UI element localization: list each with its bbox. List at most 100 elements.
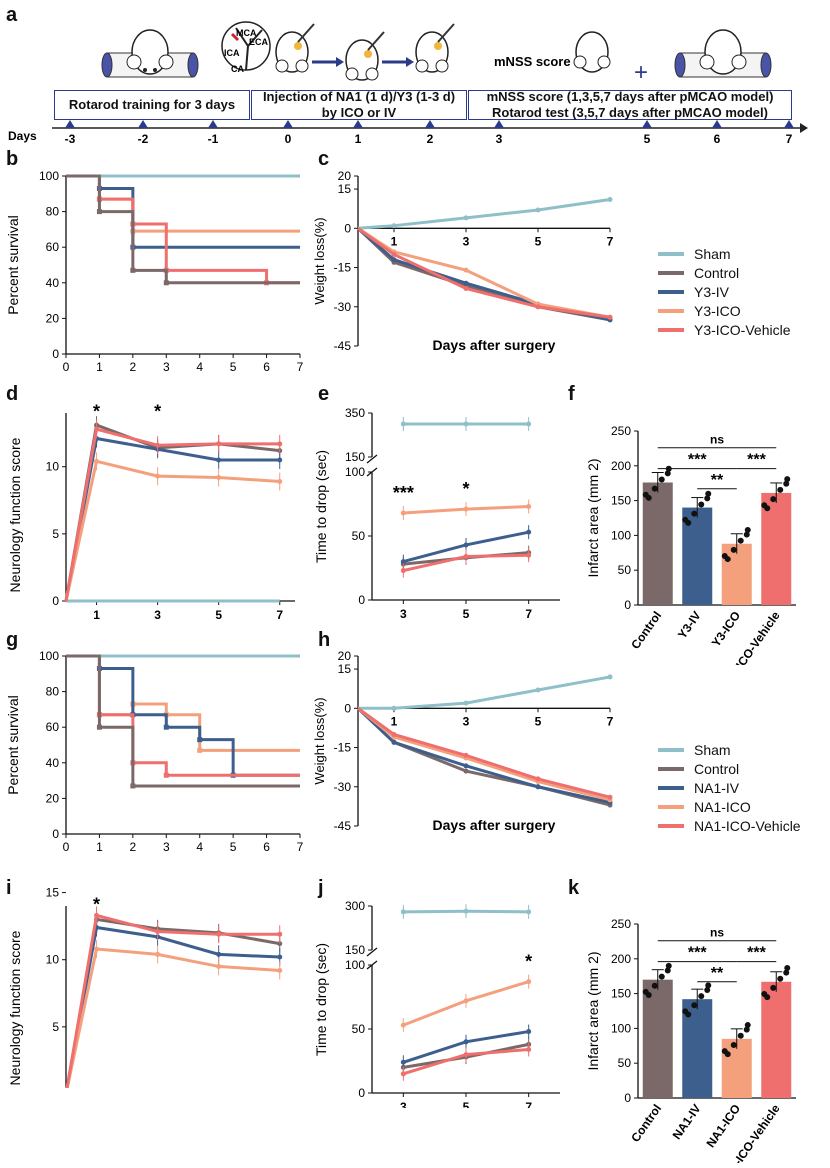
- y-tick-label: 100: [611, 528, 631, 542]
- score-line-na1-ico: [65, 947, 280, 1088]
- survival-chart-y3: 0 1 2 3 4 5 6 7 0 20 40 60 80 100 Percent survival: [5, 169, 304, 374]
- y-tick-label: -45: [334, 339, 352, 353]
- data-dot: [685, 1011, 692, 1018]
- assessment-box: mNSS score (1,3,5,7 days after pMCAO mod…: [468, 89, 792, 120]
- x-tick-label: 1: [391, 234, 398, 248]
- y-tick-label: 0: [358, 1086, 365, 1100]
- data-dot: [645, 494, 652, 501]
- survival-chart-na1: 0 1 2 3 4 5 6 7 0 20 40 60 80 100 Percent survival: [5, 649, 304, 854]
- infarct-chart-y3: 0 50 100 150 200 250 Infarct area (mm 2) Contro…: [585, 424, 796, 665]
- day-marker: [494, 120, 504, 128]
- data-point: [155, 442, 161, 448]
- y-axis-title: Weight loss(%): [312, 217, 327, 304]
- data-point: [535, 784, 541, 790]
- y-tick-label: 0: [624, 598, 631, 612]
- censor-mark: [197, 747, 203, 753]
- y-tick-label: 15: [46, 888, 60, 900]
- data-point: [216, 931, 222, 937]
- legend-label: Sham: [694, 741, 731, 758]
- y-tick-label: 50: [352, 529, 366, 543]
- data-point: [535, 776, 541, 782]
- data-point: [216, 457, 222, 463]
- x-tick-label: 5: [215, 608, 222, 622]
- y-tick-label: 0: [344, 221, 351, 235]
- data-dot: [724, 1051, 731, 1058]
- data-point: [400, 1022, 406, 1028]
- day-tick-label: -1: [208, 132, 219, 146]
- legend-label: Sham: [694, 245, 731, 262]
- data-point: [526, 1046, 532, 1052]
- x-tick-label: 3: [163, 840, 170, 854]
- vessel-label-ica: ICA: [224, 48, 240, 58]
- data-point: [463, 215, 469, 221]
- data-dot: [783, 969, 790, 976]
- data-point: [391, 731, 397, 737]
- data-point: [400, 421, 406, 427]
- y-axis-title: Neurology function score: [7, 930, 23, 1085]
- score-line-y3-ico: [64, 459, 280, 602]
- timeline-days: Days -3 -2 -1 0 1 2 3 5 6 7: [8, 120, 794, 146]
- legend-item-sham: Sham: [658, 244, 790, 263]
- data-dot: [770, 496, 777, 503]
- data-point: [155, 473, 161, 479]
- injection-mouse-icons: [275, 23, 455, 81]
- x-tick-label: 5: [535, 234, 542, 248]
- x-tick-label: 7: [525, 1100, 532, 1108]
- rotarod-mouse-icon-2: [674, 29, 772, 78]
- data-point: [463, 553, 469, 559]
- comparison-label: ***: [747, 945, 766, 962]
- assessment-text-line2: Rotarod test (3,5,7 days after pMCAO mod…: [492, 105, 768, 120]
- y-tick-label: 20: [338, 649, 352, 663]
- data-dot: [777, 486, 784, 493]
- timeline-illustration: MCA ECA ICA CA mNSS score + Days -3 -2 -1 0 1…: [8, 21, 808, 146]
- days-label: Days: [8, 129, 37, 143]
- y-axis-title: Time to drop (sec): [313, 943, 329, 1056]
- data-point: [526, 1029, 532, 1035]
- y-tick-label: 0: [52, 827, 59, 841]
- data-dot: [744, 1022, 751, 1029]
- x-tick-label: 7: [525, 607, 532, 621]
- panel-label-j: j: [318, 877, 324, 899]
- data-dot: [764, 994, 771, 1001]
- y-tick-label: 15: [338, 182, 352, 196]
- data-point: [535, 687, 541, 693]
- survival-line-y3-ico: [66, 174, 300, 233]
- x-tick-label: 6: [263, 360, 270, 374]
- data-dot: [743, 531, 750, 538]
- data-dot: [783, 480, 790, 487]
- data-dot: [770, 984, 777, 991]
- day-tick-label: 7: [786, 132, 793, 146]
- day-tick-label: 5: [644, 132, 651, 146]
- data-point: [400, 568, 406, 574]
- day-marker: [784, 120, 794, 128]
- data-point: [526, 909, 532, 915]
- data-point: [463, 1039, 469, 1045]
- data-point: [607, 197, 613, 203]
- data-dot: [737, 537, 744, 544]
- data-point: [463, 908, 469, 914]
- y-tick-label: 10: [46, 460, 60, 474]
- data-point: [216, 474, 222, 480]
- y-tick-label: 80: [46, 685, 60, 699]
- data-dot: [704, 986, 711, 993]
- data-dot: [658, 476, 665, 483]
- survival-line-control: [66, 654, 300, 788]
- data-point: [277, 954, 283, 960]
- legend-label: Control: [694, 264, 740, 281]
- x-tick-label: 3: [400, 607, 407, 621]
- data-dot: [665, 962, 672, 969]
- data-point: [400, 1059, 406, 1065]
- day-marker: [208, 120, 218, 128]
- y-tick-label: 100: [39, 649, 59, 663]
- day-tick-label: -3: [65, 132, 76, 146]
- data-point: [526, 421, 532, 427]
- category-label: Control: [628, 1102, 664, 1145]
- data-point: [607, 674, 613, 680]
- x-tick-label: 3: [400, 1100, 407, 1108]
- y-tick-label: 20: [338, 169, 352, 183]
- day-tick-label: 0: [285, 132, 292, 146]
- day-marker: [712, 120, 722, 128]
- x-tick-label: 3: [463, 234, 470, 248]
